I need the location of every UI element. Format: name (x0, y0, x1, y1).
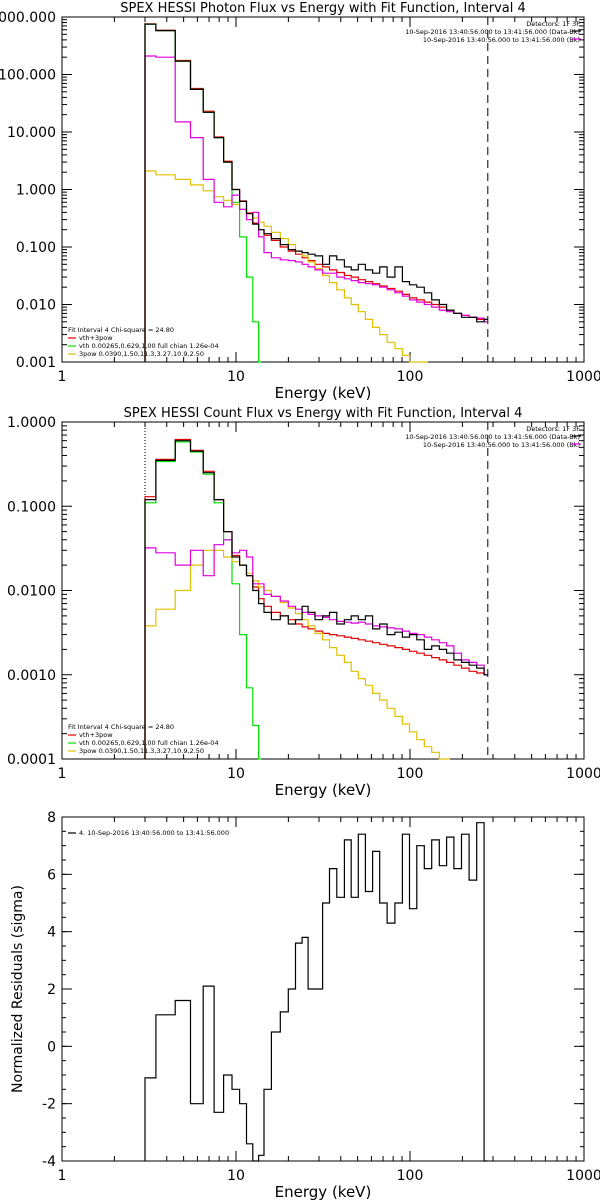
x-tick-label-0: 1 (58, 369, 67, 385)
x-tick-label-2: 100 (397, 1168, 424, 1184)
legend-entry-2-0: 4. 10-Sep-2016 13:40:56.000 to 13:41:56.… (79, 829, 229, 837)
y-tick-label-0: 100.000 (0, 68, 56, 84)
header-note-0-2: 10-Sep-2016 13:40:56.000 to 13:41:56.000… (423, 36, 580, 44)
y-tick-label-1: 0.0001 (7, 752, 56, 768)
y-tick-label-0: 0.100 (16, 240, 56, 256)
y-tick-label-0: 0.010 (16, 298, 56, 314)
x-tick-label-2: 10 (227, 1168, 245, 1184)
y-tick-label-2: 6 (47, 867, 56, 883)
legend-entry-1-1: vth+3pow (79, 731, 113, 739)
series-line-2-0 (144, 822, 488, 1162)
x-tick-label-1: 10 (227, 766, 245, 782)
y-tick-label-0: 10.000 (7, 125, 56, 141)
header-note-1-1: 10-Sep-2016 13:40:56.000 to 13:41:56.000… (405, 433, 580, 441)
y-tick-label-0: 1.000 (16, 183, 56, 199)
x-tick-label-1: 1000 (566, 766, 600, 782)
y-tick-label-1: 0.0100 (7, 584, 56, 600)
series-line-1-0 (144, 440, 488, 759)
legend-entry-0-1: vth+3pow (79, 334, 113, 342)
x-tick-label-0: 10 (227, 369, 245, 385)
legend-entry-1-3: 3pow 0.0390,1.50,11.3,3.27,10.9,2.50 (79, 747, 204, 755)
x-axis-label-2: Energy (keV) (275, 1183, 372, 1200)
x-tick-label-1: 100 (397, 766, 424, 782)
header-note-1-0: Detectors: 1F 3F (526, 425, 580, 433)
chart-title-0: SPEX HESSI Photon Flux vs Energy with Fi… (120, 1, 526, 16)
y-tick-label-2: 8 (47, 810, 56, 826)
header-note-0-1: 10-Sep-2016 13:40:56.000 to 13:41:56.000… (405, 28, 580, 36)
y-axis-label-2: Normalized Residuals (sigma) (10, 885, 26, 1093)
x-tick-label-1: 1 (58, 766, 67, 782)
y-tick-label-2: 2 (47, 982, 56, 998)
series-line-1-4 (144, 539, 488, 759)
legend-entry-1-0: Fit Interval 4 Chi-square = 24.80 (68, 723, 174, 731)
y-tick-label-0: 1000.000 (0, 10, 56, 26)
series-line-0-0 (144, 23, 488, 362)
legend-entry-0-2: vth 0.00265,0.629,1.00 full chian 1.26e-… (79, 342, 219, 350)
plot-frame-1 (61, 421, 585, 760)
y-tick-label-0: 0.001 (16, 355, 56, 371)
x-tick-label-2: 1000 (566, 1168, 600, 1184)
y-tick-label-1: 0.0010 (7, 668, 56, 684)
series-line-0-1 (144, 23, 488, 362)
x-axis-label-0: Energy (keV) (275, 384, 372, 402)
x-tick-label-2: 1 (58, 1168, 67, 1184)
y-tick-label-2: 4 (47, 925, 56, 941)
series-line-0-2 (144, 23, 262, 363)
series-line-1-2 (144, 441, 262, 760)
y-tick-label-2: -4 (42, 1154, 56, 1170)
x-tick-label-0: 100 (397, 369, 424, 385)
series-line-1-1 (144, 438, 488, 759)
y-tick-label-2: -2 (42, 1097, 56, 1113)
header-note-0-0: Detectors: 1F 3F (526, 20, 580, 28)
chart-title-1: SPEX HESSI Count Flux vs Energy with Fit… (124, 406, 523, 421)
y-tick-label-2: 0 (47, 1039, 56, 1055)
series-line-0-4 (144, 55, 488, 362)
plot-frame-0 (61, 16, 585, 363)
legend-entry-1-2: vth 0.00265,0.629,1.00 full chian 1.26e-… (79, 739, 219, 747)
series-line-1-3 (144, 549, 451, 760)
header-note-1-2: 10-Sep-2016 13:40:56.000 to 13:41:56.000… (423, 441, 580, 449)
y-tick-label-1: 0.1000 (7, 499, 56, 515)
x-tick-label-0: 1000 (566, 369, 600, 385)
y-tick-label-1: 1.0000 (7, 415, 56, 431)
legend-entry-0-0: Fit Interval 4 Chi-square = 24.80 (68, 326, 174, 334)
legend-entry-0-3: 3pow 0.0390,1.50,11.3,3.27,10.9,2.50 (79, 350, 204, 358)
x-axis-label-1: Energy (keV) (275, 781, 372, 799)
